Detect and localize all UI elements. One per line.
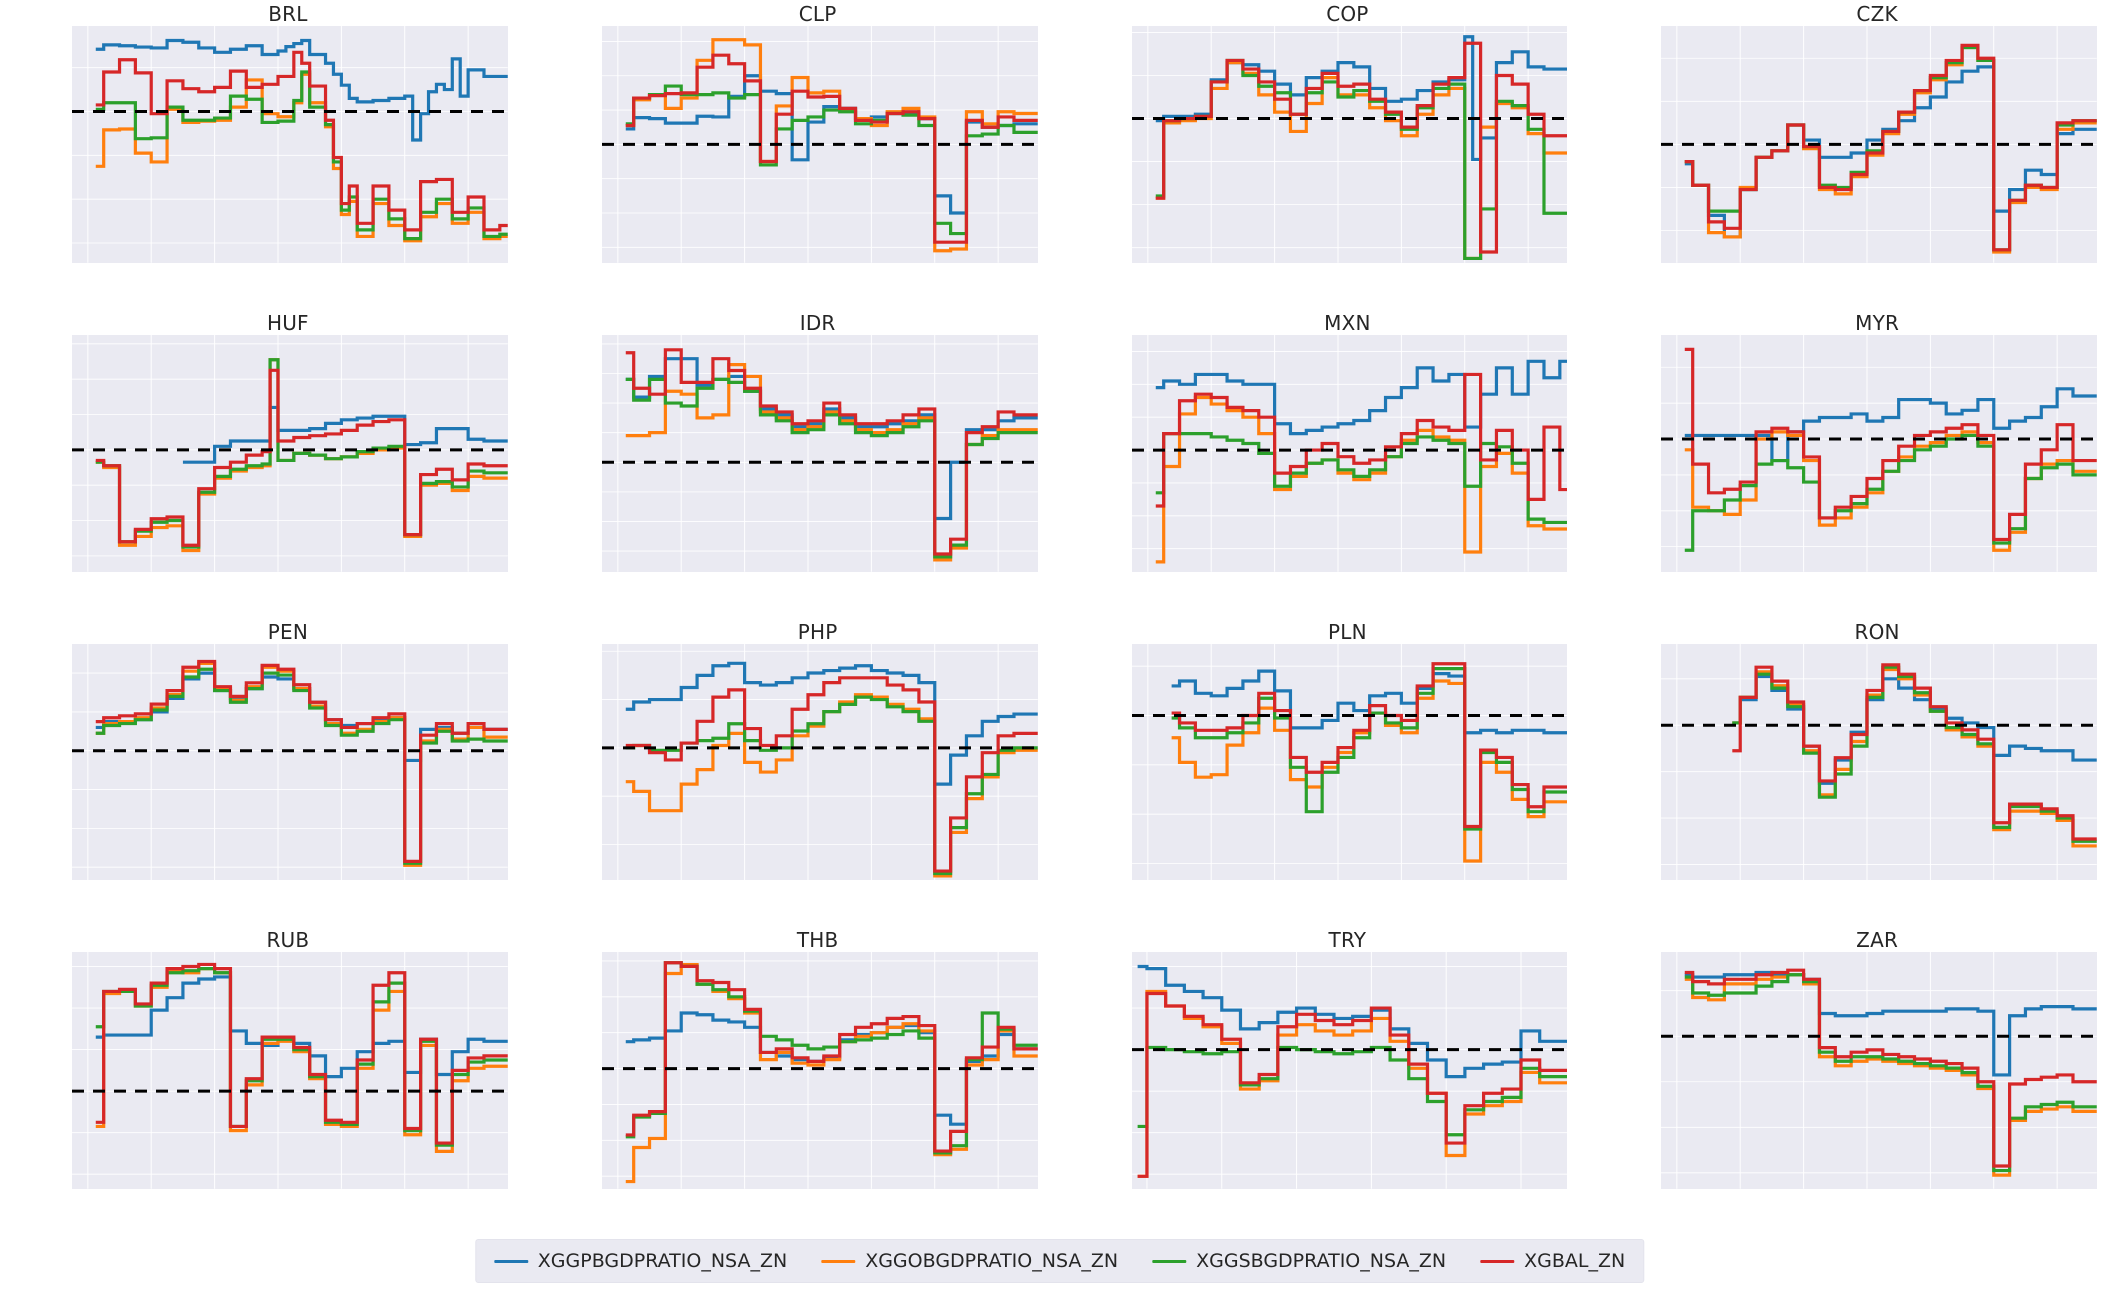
plot-area: −3−2−1012200420082012201620202024 [1131,952,1568,1189]
subplot-try: TRY−3−2−1012200420082012201620202024 [1060,926,1590,1235]
figure-legend: XGGPBGDPRATIO_NSA_ZN XGGOBGDPRATIO_NSA_ZN… [474,1239,1645,1283]
subplot-rub: RUB−2−101232000200420082012201620202024 [0,926,530,1235]
legend-label: XGGPBGDPRATIO_NSA_ZN [537,1250,788,1272]
subplot-title: THB [796,928,839,953]
subplot-title: BRL [268,2,308,26]
subplot-brl: BRL−3−2−1012000200420082012201620202024 [0,0,530,309]
legend-line-icon [493,1259,528,1263]
subplot-title: MXN [1324,310,1371,335]
subplot-title: HUF [266,310,309,335]
subplot-mxn: MXN−1.5−1.0−0.50.00.51.01.52000200420082… [1060,309,1590,618]
plot-area: −3−2−101232000200420082012201620202024 [601,26,1038,263]
plot-area: −3−2−101232000200420082012201620202024 [72,334,508,572]
subplot-title: PHP [797,619,838,644]
legend-line-icon [1152,1259,1187,1263]
subplot-php: PHP−2−10122000200420082012201620202024 [530,618,1060,927]
subplot-grid: BRL−3−2−1012000200420082012201620202024C… [0,0,2119,1235]
plot-area: −1.5−1.0−0.50.00.51.01.52.02000200420082… [601,334,1038,572]
legend-item[interactable]: XGGOBGDPRATIO_NSA_ZN [821,1250,1118,1272]
subplot-czk: CZK−2−10122000200420082012201620202024 [1589,0,2119,309]
subplot-title: MYR [1855,310,1900,335]
subplot-pln: PLN−3−2−1012000200420082012201620202024 [1060,618,1590,927]
subplot-zar: ZAR−3−2−1012000200420082012201620202024 [1589,926,2119,1235]
subplot-cop: COP−3−2−10122000200420082012201620202024 [1060,0,1590,309]
subplot-title: CLP [798,2,837,26]
legend-label: XGGOBGDPRATIO_NSA_ZN [865,1250,1119,1272]
plot-area: −3−2−101232000200420082012201620202024 [601,952,1038,1189]
plot-area: −2−101232000200420082012201620202024 [72,952,508,1189]
plot-area: −3−2−1012000200420082012201620202024 [72,26,508,263]
plot-area: −3−2−1012000200420082012201620202024 [1661,952,2097,1189]
subplot-huf: HUF−3−2−10123200020042008201220162020202… [0,309,530,618]
legend-item[interactable]: XGGPBGDPRATIO_NSA_ZN [493,1250,788,1272]
legend-label: XGBAL_ZN [1524,1250,1626,1272]
subplot-thb: THB−3−2−10123200020042008201220162020202… [530,926,1060,1235]
subplot-title: TRY [1328,928,1367,953]
subplot-ron: RON−3−2−1012000200420082012201620202024 [1589,618,2119,927]
subplot-idr: IDR−1.5−1.0−0.50.00.51.01.52.02000200420… [530,309,1060,618]
subplot-title: CZK [1856,2,1898,26]
plot-area: −3−2−1012000200420082012201620202024 [1661,643,2097,881]
subplot-title: ZAR [1856,928,1899,953]
plot-area: −1.5−1.0−0.50.00.51.01.52000200420082012… [1131,334,1568,572]
plot-area: −3−2−10122000200420082012201620202024 [72,643,508,881]
plot-area: −3−2−10122000200420082012201620202024 [1131,26,1568,263]
subplot-title: RON [1854,619,1900,644]
legend-label: XGGSBGDPRATIO_NSA_ZN [1196,1250,1447,1272]
legend-line-icon [1480,1259,1515,1263]
plot-area: −2−10122000200420082012201620202024 [601,643,1038,881]
subplot-title: RUB [266,928,310,953]
subplot-title: PEN [267,619,308,644]
plot-area: −3−2−1012000200420082012201620202024 [1131,643,1568,881]
legend-item[interactable]: XGGSBGDPRATIO_NSA_ZN [1152,1250,1446,1272]
legend-line-icon [821,1259,856,1263]
plot-area: −2−10122000200420082012201620202024 [1661,26,2097,263]
subplot-myr: MYR−1.5−1.0−0.50.00.51.02000200420082012… [1589,309,2119,618]
subplot-clp: CLP−3−2−10123200020042008201220162020202… [530,0,1060,309]
subplot-title: IDR [799,310,836,335]
subplot-title: PLN [1327,619,1367,644]
plot-area: −1.5−1.0−0.50.00.51.02000200420082012201… [1661,334,2097,572]
subplot-title: COP [1326,2,1369,26]
legend-item[interactable]: XGBAL_ZN [1480,1250,1625,1272]
subplot-pen: PEN−3−2−10122000200420082012201620202024 [0,618,530,927]
